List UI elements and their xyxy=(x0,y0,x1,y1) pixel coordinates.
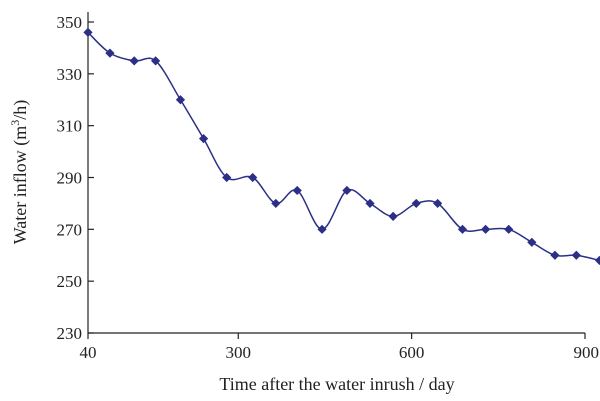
data-point-marker xyxy=(481,224,491,234)
y-axis-title: Water inflow (m3/h) xyxy=(8,100,31,245)
data-point-marker xyxy=(151,56,161,66)
data-point-marker xyxy=(365,198,375,209)
y-axis-title-main: Water inflow (m xyxy=(10,126,31,245)
y-tick-label: 290 xyxy=(57,169,83,188)
data-point-marker xyxy=(198,134,209,144)
data-point-marker xyxy=(571,250,581,260)
data-point-marker xyxy=(271,198,281,209)
x-tick-label: 900 xyxy=(574,343,600,362)
data-point-marker xyxy=(175,95,186,105)
x-tick-label: 40 xyxy=(80,343,97,362)
data-point-marker xyxy=(105,48,115,58)
y-tick-label: 270 xyxy=(57,220,83,239)
y-axis: 230 250 270 290 310 330 350 xyxy=(57,12,94,343)
x-axis: 40 300 600 900 xyxy=(80,332,600,362)
data-point-marker xyxy=(248,172,258,183)
data-point-marker xyxy=(388,211,398,221)
data-point-marker xyxy=(594,255,600,266)
x-tick-label: 600 xyxy=(399,343,425,362)
x-axis-title: Time after the water inrush / day xyxy=(219,374,454,394)
data-point-marker xyxy=(411,198,421,209)
y-axis-title-tail: /h) xyxy=(10,100,31,120)
data-point-marker xyxy=(83,27,93,37)
y-tick-label: 310 xyxy=(57,117,83,136)
y-tick-label: 330 xyxy=(57,65,83,84)
data-point-marker xyxy=(550,250,560,260)
y-tick-label: 250 xyxy=(57,272,83,291)
y-axis-title-sup: 3 xyxy=(8,120,22,126)
data-point-marker xyxy=(222,172,232,183)
data-point-marker xyxy=(342,185,352,196)
data-point-marker xyxy=(292,185,302,196)
data-point-marker xyxy=(457,224,468,234)
x-tick-label: 300 xyxy=(226,343,252,362)
data-point-marker xyxy=(433,198,443,209)
y-tick-label: 350 xyxy=(57,13,83,32)
data-point-marker xyxy=(527,237,537,247)
data-point-marker xyxy=(504,224,514,234)
series-group xyxy=(83,27,600,266)
data-point-marker xyxy=(317,224,327,234)
data-point-marker xyxy=(129,56,139,66)
series-line xyxy=(87,31,600,262)
y-tick-label: 230 xyxy=(57,324,83,343)
